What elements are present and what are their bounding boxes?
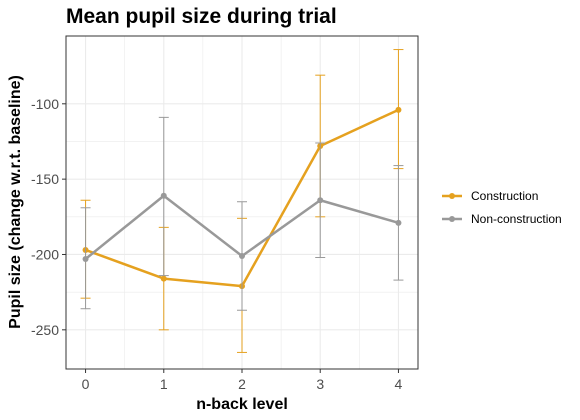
data-point <box>317 197 324 204</box>
data-point <box>395 219 402 226</box>
series-non-construction <box>80 116 404 311</box>
data-point <box>160 192 167 199</box>
x-tick-label: 4 <box>395 376 403 392</box>
y-tick-label: -150 <box>31 171 59 187</box>
legend: Construction Non-construction <box>442 189 562 226</box>
y-tick-label: -250 <box>31 322 59 338</box>
legend-item: Non-construction <box>442 212 562 226</box>
x-tick-label: 3 <box>316 376 324 392</box>
x-tick-label: 1 <box>160 376 168 392</box>
data-point <box>82 256 89 263</box>
y-axis: -250 -200 -150 -100 <box>31 96 66 338</box>
data-point <box>160 275 167 282</box>
x-axis: 0 1 2 3 4 <box>82 369 403 392</box>
y-axis-title: Pupil size (change w.r.t. baseline) <box>7 75 24 329</box>
legend-key-point <box>449 216 455 222</box>
x-tick-label: 0 <box>82 376 90 392</box>
x-axis-title: n-back level <box>196 396 288 413</box>
legend-item: Construction <box>442 189 538 203</box>
x-tick-label: 2 <box>238 376 246 392</box>
series-layer <box>80 49 404 353</box>
legend-key-point <box>449 193 455 199</box>
y-tick-label: -100 <box>31 96 59 112</box>
y-tick-label: -200 <box>31 246 59 262</box>
legend-label: Non-construction <box>471 212 562 226</box>
data-point <box>395 106 402 113</box>
data-point <box>239 252 245 259</box>
legend-label: Construction <box>471 189 538 203</box>
chart-title: Mean pupil size during trial <box>66 5 337 28</box>
